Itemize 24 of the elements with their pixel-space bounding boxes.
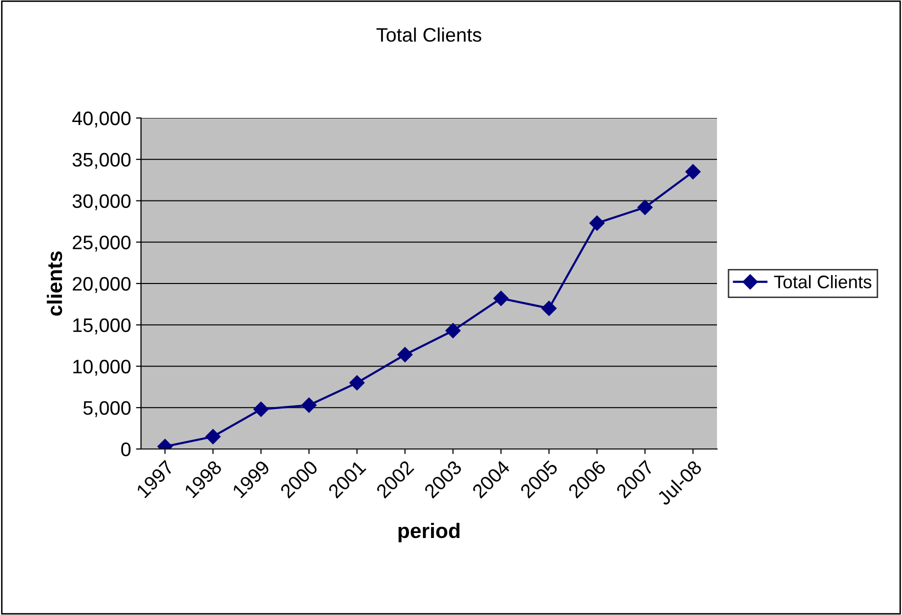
y-tick-label: 40,000: [72, 111, 131, 128]
point: [445, 323, 461, 338]
y-tick-label: 25,000: [72, 236, 131, 252]
point: [301, 398, 317, 413]
y-tick-label: 20,000: [72, 276, 131, 294]
point: [205, 429, 221, 444]
y-tick-label: 0: [121, 442, 131, 456]
point: [637, 200, 653, 215]
y-tick-label: 30,000: [72, 194, 131, 210]
y-tick-label: 10,000: [73, 360, 131, 376]
point: [253, 402, 269, 417]
y-tick-label: 5,000: [83, 401, 131, 418]
point: [541, 300, 557, 316]
y-tick-label: 35,000: [72, 152, 131, 169]
x-axis-title: period: [398, 522, 460, 542]
y-tick-label: 15,000: [73, 318, 131, 334]
legend-label: Total Clients: [774, 275, 872, 288]
point: [493, 290, 509, 306]
point: [589, 216, 605, 231]
point: [397, 347, 413, 362]
y-axis-title: clients: [46, 251, 62, 316]
chart-title: Total Clients: [376, 28, 482, 42]
point: [349, 375, 365, 390]
point: [685, 164, 701, 180]
